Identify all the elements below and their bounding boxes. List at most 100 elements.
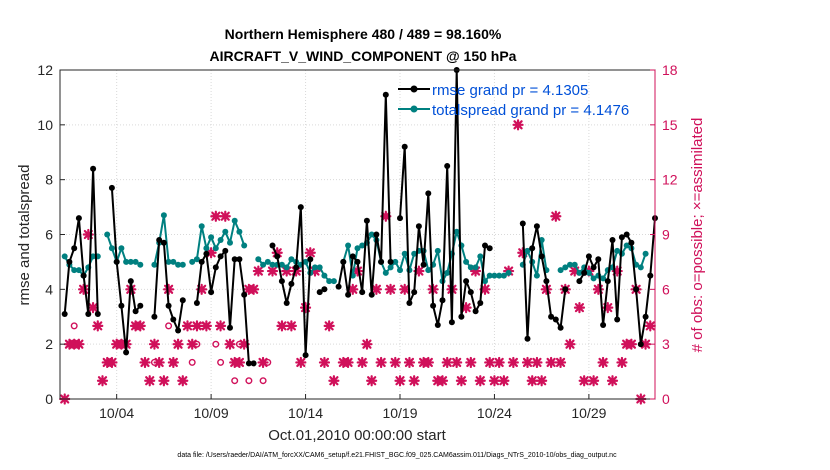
totalspread-point [397,267,403,274]
totalspread-point [486,272,493,279]
rmse-point [467,289,474,296]
y-tick-label: 2 [45,336,53,352]
obs-assimilated-point [87,302,99,314]
rmse-point [519,220,526,227]
rmse-point [198,258,205,265]
rmse-point [217,253,224,260]
obs-assimilated-point [248,283,260,295]
rmse-point [175,327,182,334]
obs-possible-point [132,322,140,330]
totalspread-point [524,247,531,254]
obs-assimilated-point [342,356,354,369]
y-tick-label: 8 [45,172,53,188]
totalspread-point [637,264,644,271]
rmse-point [288,280,295,287]
obs-assimilated-point [455,375,467,387]
obs-assimilated-point [148,338,161,350]
obs-assimilated-point [451,356,463,369]
obs-assimilated-point [219,210,231,222]
legend: rmse grand pr = 4.1305 totalspread grand… [398,82,629,119]
rmse-point [552,316,559,323]
series-layer [59,67,658,405]
obs-possible-point [188,358,196,366]
totalspread-point [382,269,389,276]
obs-assimilated-point [257,356,269,369]
obs-assimilated-point [644,320,656,332]
rmse-point [524,335,531,342]
obs-assimilated-point [597,356,609,369]
obs-assimilated-point [163,283,175,295]
totalspread-point [123,258,130,265]
rmse-point [614,316,621,323]
rmse-point [66,258,73,265]
obs-assimilated-point [507,356,519,369]
totalspread-point [444,269,451,276]
totalspread-point [434,247,441,254]
rmse-point [533,223,540,230]
rmse-point [368,291,375,298]
obs-assimilated-point [96,375,109,387]
obs-assimilated-point [370,283,382,295]
obs-assimilated-point [186,338,198,350]
obs-possible-point [217,358,225,366]
obs-assimilated-point [413,265,425,277]
obs-assimilated-point [441,356,453,369]
totalspread-point [170,258,177,265]
rmse-point [477,300,484,306]
rmse-point [576,278,583,285]
rmse-point [222,247,229,254]
totalspread-point [217,237,224,243]
obs-possible-point [212,340,220,348]
rmse-point [241,291,248,298]
obs-assimilated-point [276,320,288,332]
rmse-point [458,313,465,320]
obs-possible-point [198,322,206,330]
totalspread-point [241,242,248,249]
rmse-point [61,311,68,317]
rmse-point [316,289,323,296]
y-right-tick-label: 9 [662,227,670,243]
obs-assimilated-point [328,375,340,387]
rmse-point [170,316,177,323]
rmse-point [274,253,281,260]
obs-assimilated-point [323,320,335,332]
rmse-point [340,258,347,265]
rmse-point [250,360,257,367]
rmse-point [585,253,592,260]
data-file-footnote: data file: /Users/raeder/DAI/ATM_forcXX/… [177,452,617,459]
totalspread-point [590,275,597,282]
rmse-line [521,223,567,340]
obs-assimilated-point [73,338,85,350]
rmse-point [448,319,455,326]
obs-assimilated-point [351,265,364,277]
totalspread-point [614,247,621,254]
rmse-point [628,239,635,246]
obs-assimilated-point [82,228,94,241]
obs-assimilated-point [569,265,581,277]
chart-subtitle: AIRCRAFT_V_WIND_COMPONENT @ 150 hPa [210,48,517,64]
obs-assimilated-point [181,320,194,332]
totalspread-point [118,245,125,252]
obs-assimilated-point [177,375,189,387]
totalspread-point [500,272,507,279]
obs-assimilated-point [536,375,548,387]
rmse-point [359,289,366,296]
x-tick-label: 10/09 [194,405,229,421]
rmse-point [156,237,163,243]
obs-possible-point [231,377,239,385]
rmse-point [538,253,545,260]
rmse-point [633,286,640,293]
rmse-point [600,322,607,328]
rmse-point [430,302,437,309]
totalspread-point [477,253,484,260]
obs-assimilated-point [252,265,264,277]
rmse-point [434,322,441,328]
obs-assimilated-point [318,356,331,369]
obs-assimilated-point [366,375,378,387]
obs-possible-point [235,340,243,348]
obs-assimilated-point [517,247,529,259]
totalspread-point [453,228,460,235]
rmse-point [75,215,82,222]
y-tick-label: 4 [45,281,53,297]
obs-assimilated-point [408,375,420,387]
